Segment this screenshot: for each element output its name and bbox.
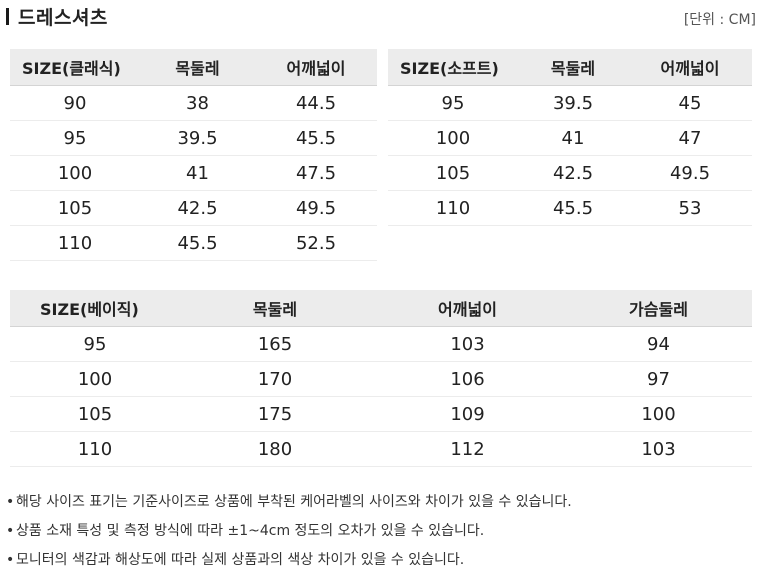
table-cell: 103 <box>370 326 565 362</box>
table-cell: 45.5 <box>255 120 377 156</box>
table-cell: 95 <box>10 326 180 362</box>
table-cell: 42.5 <box>140 190 255 226</box>
notes-list: • 해당 사이즈 표기는 기준사이즈로 상품에 부착된 케어라벨의 사이즈와 차… <box>6 488 572 575</box>
table-cell: 106 <box>370 361 565 397</box>
table-cell: 49.5 <box>628 155 752 191</box>
table-header-row: SIZE(소프트) 목둘레 어깨넓이 <box>388 49 752 86</box>
bullet-icon: • <box>6 494 15 510</box>
column-header: 목둘레 <box>140 49 255 86</box>
table-header-row: SIZE(베이직) 목둘레 어깨넓이 가슴둘레 <box>10 290 752 327</box>
section-title: 드레스셔츠 <box>6 4 108 29</box>
table-cell: 52.5 <box>255 225 377 261</box>
table-cell: 100 <box>565 396 752 432</box>
note-text: 상품 소재 특성 및 측정 방식에 따라 ±1~4cm 정도의 오차가 있을 수… <box>16 523 485 539</box>
table-row: 105 175 109 100 <box>10 396 752 432</box>
column-header: SIZE(베이직) <box>10 290 180 327</box>
table-cell: 42.5 <box>518 155 628 191</box>
table-cell: 44.5 <box>255 85 377 121</box>
note-text: 모니터의 색감과 해상도에 따라 실제 상품과의 색상 차이가 있을 수 있습니… <box>16 552 465 568</box>
table-cell: 45 <box>628 85 752 121</box>
column-header: 어깨넓이 <box>628 49 752 86</box>
bullet-icon: • <box>6 523 15 539</box>
table-row: 100 41 47.5 <box>10 155 377 191</box>
table-cell: 105 <box>10 396 180 432</box>
table-cell: 41 <box>518 120 628 156</box>
page-title: 드레스셔츠 <box>18 6 108 29</box>
table-row: 105 42.5 49.5 <box>388 155 752 191</box>
column-header: SIZE(소프트) <box>388 49 518 86</box>
table-row: 100 170 106 97 <box>10 361 752 397</box>
table-cell: 110 <box>10 431 180 467</box>
table-row: 95 165 103 94 <box>10 326 752 362</box>
table-row: 95 39.5 45.5 <box>10 120 377 156</box>
size-table-classic: SIZE(클래식) 목둘레 어깨넓이 90 38 44.5 95 39.5 45… <box>10 49 377 261</box>
note-item: • 해당 사이즈 표기는 기준사이즈로 상품에 부착된 케어라벨의 사이즈와 차… <box>6 488 572 517</box>
bullet-icon: • <box>6 552 15 568</box>
table-cell: 95 <box>388 85 518 121</box>
table-cell: 112 <box>370 431 565 467</box>
table-cell: 100 <box>10 361 180 397</box>
table-cell: 39.5 <box>518 85 628 121</box>
table-row: 110 45.5 53 <box>388 190 752 226</box>
table-cell: 180 <box>180 431 370 467</box>
table-cell: 47.5 <box>255 155 377 191</box>
table-cell: 105 <box>388 155 518 191</box>
table-cell: 175 <box>180 396 370 432</box>
table-cell: 97 <box>565 361 752 397</box>
table-header-row: SIZE(클래식) 목둘레 어깨넓이 <box>10 49 377 86</box>
note-item: • 상품 소재 특성 및 측정 방식에 따라 ±1~4cm 정도의 오차가 있을… <box>6 517 572 546</box>
table-cell: 170 <box>180 361 370 397</box>
table-cell: 100 <box>388 120 518 156</box>
size-table-basic: SIZE(베이직) 목둘레 어깨넓이 가슴둘레 95 165 103 94 10… <box>10 290 752 467</box>
table-cell: 103 <box>565 431 752 467</box>
table-cell: 90 <box>10 85 140 121</box>
size-table-soft: SIZE(소프트) 목둘레 어깨넓이 95 39.5 45 100 41 47 … <box>388 49 752 226</box>
table-row: 110 180 112 103 <box>10 431 752 467</box>
table-row: 95 39.5 45 <box>388 85 752 121</box>
table-cell: 38 <box>140 85 255 121</box>
column-header: 어깨넓이 <box>370 290 565 327</box>
table-cell: 109 <box>370 396 565 432</box>
note-text: 해당 사이즈 표기는 기준사이즈로 상품에 부착된 케어라벨의 사이즈와 차이가… <box>16 494 572 510</box>
table-cell: 100 <box>10 155 140 191</box>
table-cell: 110 <box>10 225 140 261</box>
table-row: 105 42.5 49.5 <box>10 190 377 226</box>
table-cell: 94 <box>565 326 752 362</box>
note-item: • 모니터의 색감과 해상도에 따라 실제 상품과의 색상 차이가 있을 수 있… <box>6 546 572 575</box>
column-header: 가슴둘레 <box>565 290 752 327</box>
column-header: SIZE(클래식) <box>10 49 140 86</box>
table-cell: 95 <box>10 120 140 156</box>
table-cell: 165 <box>180 326 370 362</box>
table-row: 90 38 44.5 <box>10 85 377 121</box>
table-row: 100 41 47 <box>388 120 752 156</box>
table-cell: 41 <box>140 155 255 191</box>
table-cell: 45.5 <box>140 225 255 261</box>
table-cell: 49.5 <box>255 190 377 226</box>
title-marker <box>6 7 9 25</box>
table-cell: 105 <box>10 190 140 226</box>
table-cell: 53 <box>628 190 752 226</box>
column-header: 어깨넓이 <box>255 49 377 86</box>
unit-label: [단위 : CM] <box>683 12 756 28</box>
column-header: 목둘레 <box>518 49 628 86</box>
table-cell: 47 <box>628 120 752 156</box>
table-cell: 39.5 <box>140 120 255 156</box>
table-cell: 110 <box>388 190 518 226</box>
table-cell: 45.5 <box>518 190 628 226</box>
table-row: 110 45.5 52.5 <box>10 225 377 261</box>
column-header: 목둘레 <box>180 290 370 327</box>
